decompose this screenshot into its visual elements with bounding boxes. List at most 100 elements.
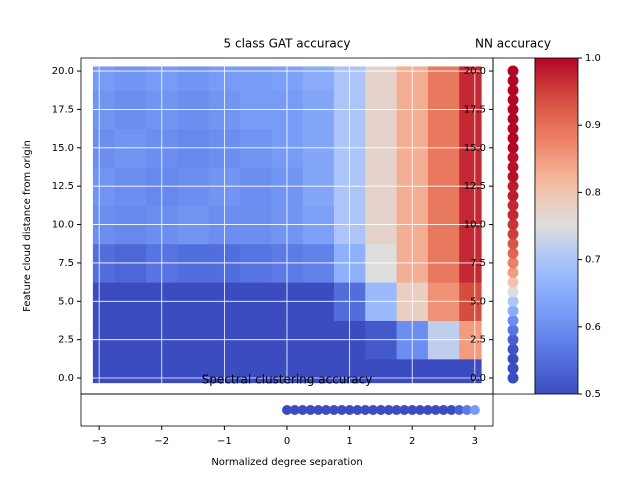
y-tick-label: 20.0 xyxy=(464,66,486,77)
y-tick-label: 10.0 xyxy=(464,220,486,231)
strip-point xyxy=(375,405,386,415)
y-tick-label: 15.0 xyxy=(464,143,486,154)
strip-point xyxy=(415,405,426,415)
heatmap-cell xyxy=(92,358,116,384)
y-tick-label: 20.0 xyxy=(52,66,74,77)
heatmap-cell xyxy=(114,66,147,91)
strip-point xyxy=(305,405,316,415)
strip-point xyxy=(507,286,519,298)
x-tick-label: −3 xyxy=(92,436,107,447)
colorbar-tick-label: 0.8 xyxy=(585,187,601,198)
strip-point xyxy=(282,405,292,415)
strip-point xyxy=(507,372,519,384)
y-tick-label: 5.0 xyxy=(470,296,486,307)
heatmap-cell xyxy=(427,66,460,91)
strip-point xyxy=(313,405,324,415)
y-tick-label: 17.5 xyxy=(52,104,74,115)
y-tick-label: 0.0 xyxy=(58,373,74,384)
panel-title: Spectral clustering accuracy xyxy=(202,373,373,387)
heatmap-cell xyxy=(302,358,335,384)
strip-point xyxy=(507,65,519,77)
y-tick-label: 7.5 xyxy=(58,258,74,269)
heatmap-cell xyxy=(459,66,482,91)
strip-point xyxy=(507,180,519,192)
strip-point xyxy=(507,219,519,231)
strip-point xyxy=(507,228,519,240)
strip-point xyxy=(507,305,519,317)
strip-point xyxy=(430,405,441,415)
strip-point xyxy=(391,405,402,415)
y-tick-label: 5.0 xyxy=(58,296,74,307)
heatmap-cell xyxy=(177,66,210,91)
y-tick-label: 15.0 xyxy=(52,143,74,154)
overlay: −3 −2 −1 0 1 2 3 0.0 0.0 2.5 2.5 5.0 5.0 7.5 7.5 10.0 10… xyxy=(52,53,601,447)
strip-point xyxy=(469,405,480,415)
strip-point xyxy=(507,343,519,355)
panel-title: NN accuracy xyxy=(475,37,551,51)
chart-title: 5 class GAT accuracy xyxy=(224,37,351,51)
colorbar-tick-label: 0.5 xyxy=(585,389,601,400)
strip-point xyxy=(507,151,519,163)
strip-point xyxy=(422,405,433,415)
strip-point xyxy=(360,405,371,415)
strip-point xyxy=(507,84,519,96)
heatmap-cell xyxy=(240,66,272,91)
strip-point xyxy=(507,247,519,259)
colorbar-tick-label: 0.7 xyxy=(585,255,601,266)
strip-point xyxy=(321,405,332,415)
heatmap-cell xyxy=(177,358,210,384)
colorbar-tick-label: 1.0 xyxy=(585,53,601,64)
heatmap-cell xyxy=(114,358,147,384)
y-tick-label: 12.5 xyxy=(464,181,486,192)
strip-point xyxy=(507,362,519,374)
heatmap-cell xyxy=(427,358,460,384)
strip-point xyxy=(507,142,519,154)
strip-point xyxy=(507,171,519,183)
axes-frame xyxy=(80,393,494,427)
colorbar-tick-label: 0.9 xyxy=(585,120,601,131)
strip-point xyxy=(407,405,418,415)
y-tick-label: 10.0 xyxy=(52,220,74,231)
heatmap-cell xyxy=(92,66,116,91)
strip-point xyxy=(297,405,308,415)
strip-point xyxy=(344,405,355,415)
x-tick-label: −2 xyxy=(154,436,169,447)
strip-point xyxy=(399,405,410,415)
strip-point xyxy=(507,113,519,125)
strip-point xyxy=(507,334,519,346)
x-tick-label: 0 xyxy=(284,436,290,447)
strip-point xyxy=(507,314,519,326)
heatmap-cell xyxy=(240,358,272,384)
y-axis-label: Feature cloud distance from origin xyxy=(22,140,33,312)
y-tick-label: 12.5 xyxy=(52,181,74,192)
strip-point xyxy=(507,238,519,250)
strip-point xyxy=(352,405,363,415)
heatmap-cell xyxy=(459,358,482,384)
heatmap-cell xyxy=(365,66,398,91)
strip-point xyxy=(507,295,519,307)
strip-point xyxy=(438,405,449,415)
strip-point xyxy=(507,132,519,144)
x-axis-label: Normalized degree separation xyxy=(211,457,362,468)
strip-point xyxy=(507,199,519,211)
colorbar-tick-label: 0.6 xyxy=(585,322,601,333)
strip-point xyxy=(507,94,519,106)
colorbar xyxy=(534,57,579,395)
strip-point xyxy=(454,405,465,415)
strip-point xyxy=(507,276,519,288)
y-tick-label: 0.0 xyxy=(470,373,486,384)
y-tick-label: 2.5 xyxy=(470,335,486,346)
strip-point xyxy=(383,405,394,415)
y-tick-label: 2.5 xyxy=(58,335,74,346)
x-tick-label: 2 xyxy=(409,436,415,447)
x-tick-label: 1 xyxy=(346,436,352,447)
strip-point xyxy=(336,405,347,415)
strip-point xyxy=(328,405,339,415)
strip-point xyxy=(507,267,519,279)
strip-point xyxy=(507,324,519,336)
strip-point xyxy=(507,257,519,269)
strip-point xyxy=(446,405,457,415)
strip-point xyxy=(507,190,519,202)
strip-point xyxy=(507,209,519,221)
